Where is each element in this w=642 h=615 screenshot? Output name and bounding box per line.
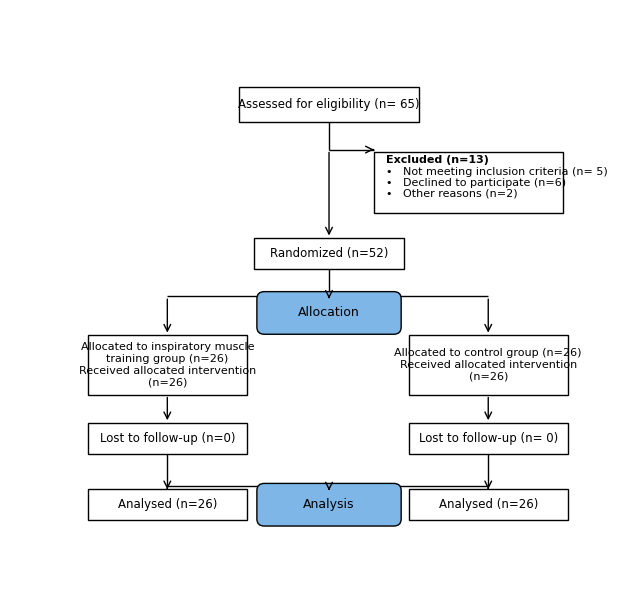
FancyBboxPatch shape — [257, 483, 401, 526]
Text: Analysed (n=26): Analysed (n=26) — [117, 498, 217, 511]
Text: Allocated to inspiratory muscle: Allocated to inspiratory muscle — [81, 343, 254, 352]
Text: Received allocated intervention: Received allocated intervention — [79, 366, 256, 376]
FancyBboxPatch shape — [88, 423, 247, 454]
FancyBboxPatch shape — [88, 490, 247, 520]
Text: Allocation: Allocation — [298, 306, 360, 319]
FancyBboxPatch shape — [408, 490, 568, 520]
FancyBboxPatch shape — [408, 423, 568, 454]
FancyBboxPatch shape — [257, 292, 401, 335]
FancyBboxPatch shape — [254, 239, 404, 269]
Text: training group (n=26): training group (n=26) — [106, 354, 229, 364]
FancyBboxPatch shape — [239, 87, 419, 122]
Text: Allocated to control group (n=26): Allocated to control group (n=26) — [394, 348, 582, 358]
FancyBboxPatch shape — [408, 335, 568, 395]
Text: Lost to follow-up (n=0): Lost to follow-up (n=0) — [100, 432, 235, 445]
Text: Excluded (n=13): Excluded (n=13) — [386, 155, 489, 165]
Text: Analysed (n=26): Analysed (n=26) — [438, 498, 538, 511]
Text: •   Declined to participate (n=6): • Declined to participate (n=6) — [386, 178, 566, 188]
FancyBboxPatch shape — [88, 335, 247, 395]
Text: Lost to follow-up (n= 0): Lost to follow-up (n= 0) — [419, 432, 558, 445]
Text: •   Not meeting inclusion criteria (n= 5): • Not meeting inclusion criteria (n= 5) — [386, 167, 608, 177]
Text: (n=26): (n=26) — [469, 372, 508, 382]
Text: Assessed for eligibility (n= 65): Assessed for eligibility (n= 65) — [238, 98, 420, 111]
Text: •   Other reasons (n=2): • Other reasons (n=2) — [386, 188, 518, 198]
Text: Received allocated intervention: Received allocated intervention — [399, 360, 577, 370]
Text: Analysis: Analysis — [303, 498, 355, 511]
Text: Randomized (n=52): Randomized (n=52) — [270, 247, 388, 260]
FancyBboxPatch shape — [374, 152, 563, 213]
Text: (n=26): (n=26) — [148, 378, 187, 388]
